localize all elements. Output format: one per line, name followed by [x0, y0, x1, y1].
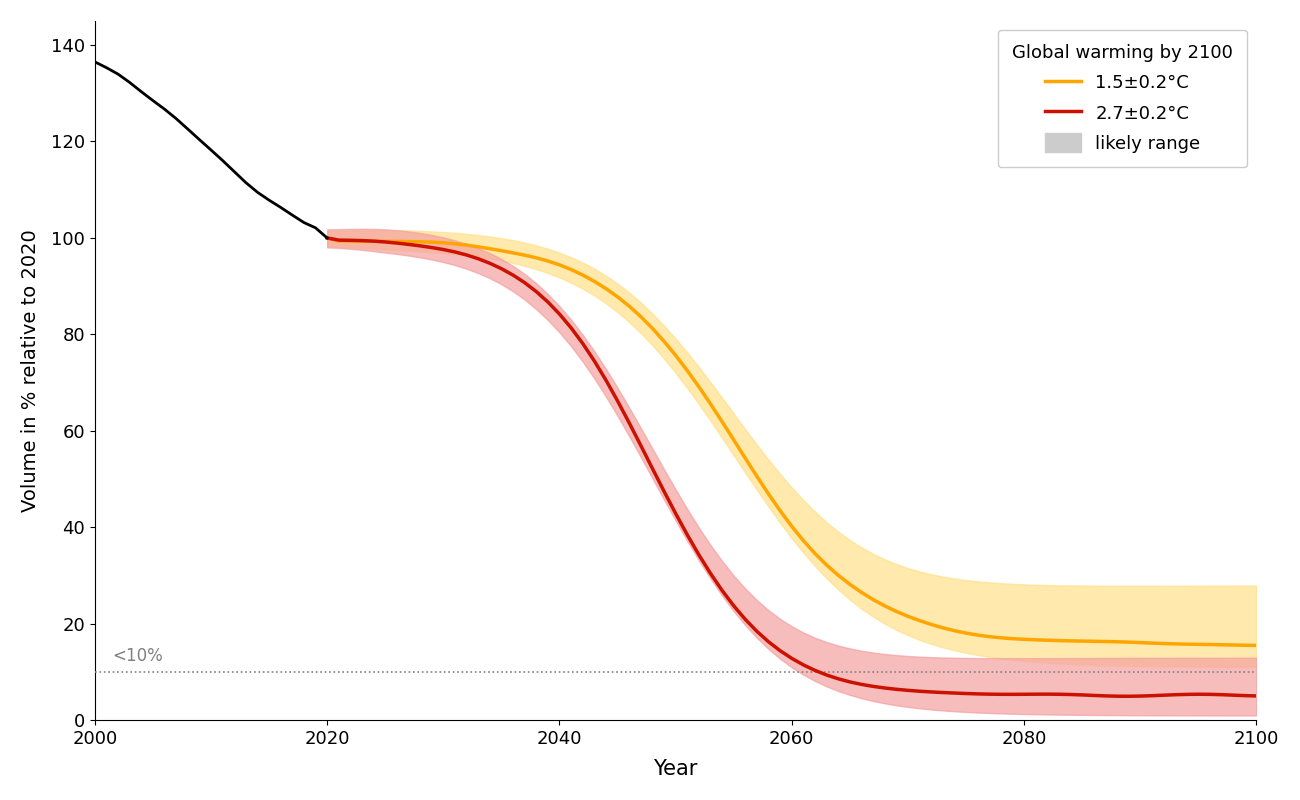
Text: <10%: <10%	[112, 647, 162, 665]
Legend: 1.5±0.2°C, 2.7±0.2°C, likely range: 1.5±0.2°C, 2.7±0.2°C, likely range	[997, 30, 1248, 167]
X-axis label: Year: Year	[654, 759, 698, 779]
Y-axis label: Volume in % relative to 2020: Volume in % relative to 2020	[21, 230, 40, 512]
